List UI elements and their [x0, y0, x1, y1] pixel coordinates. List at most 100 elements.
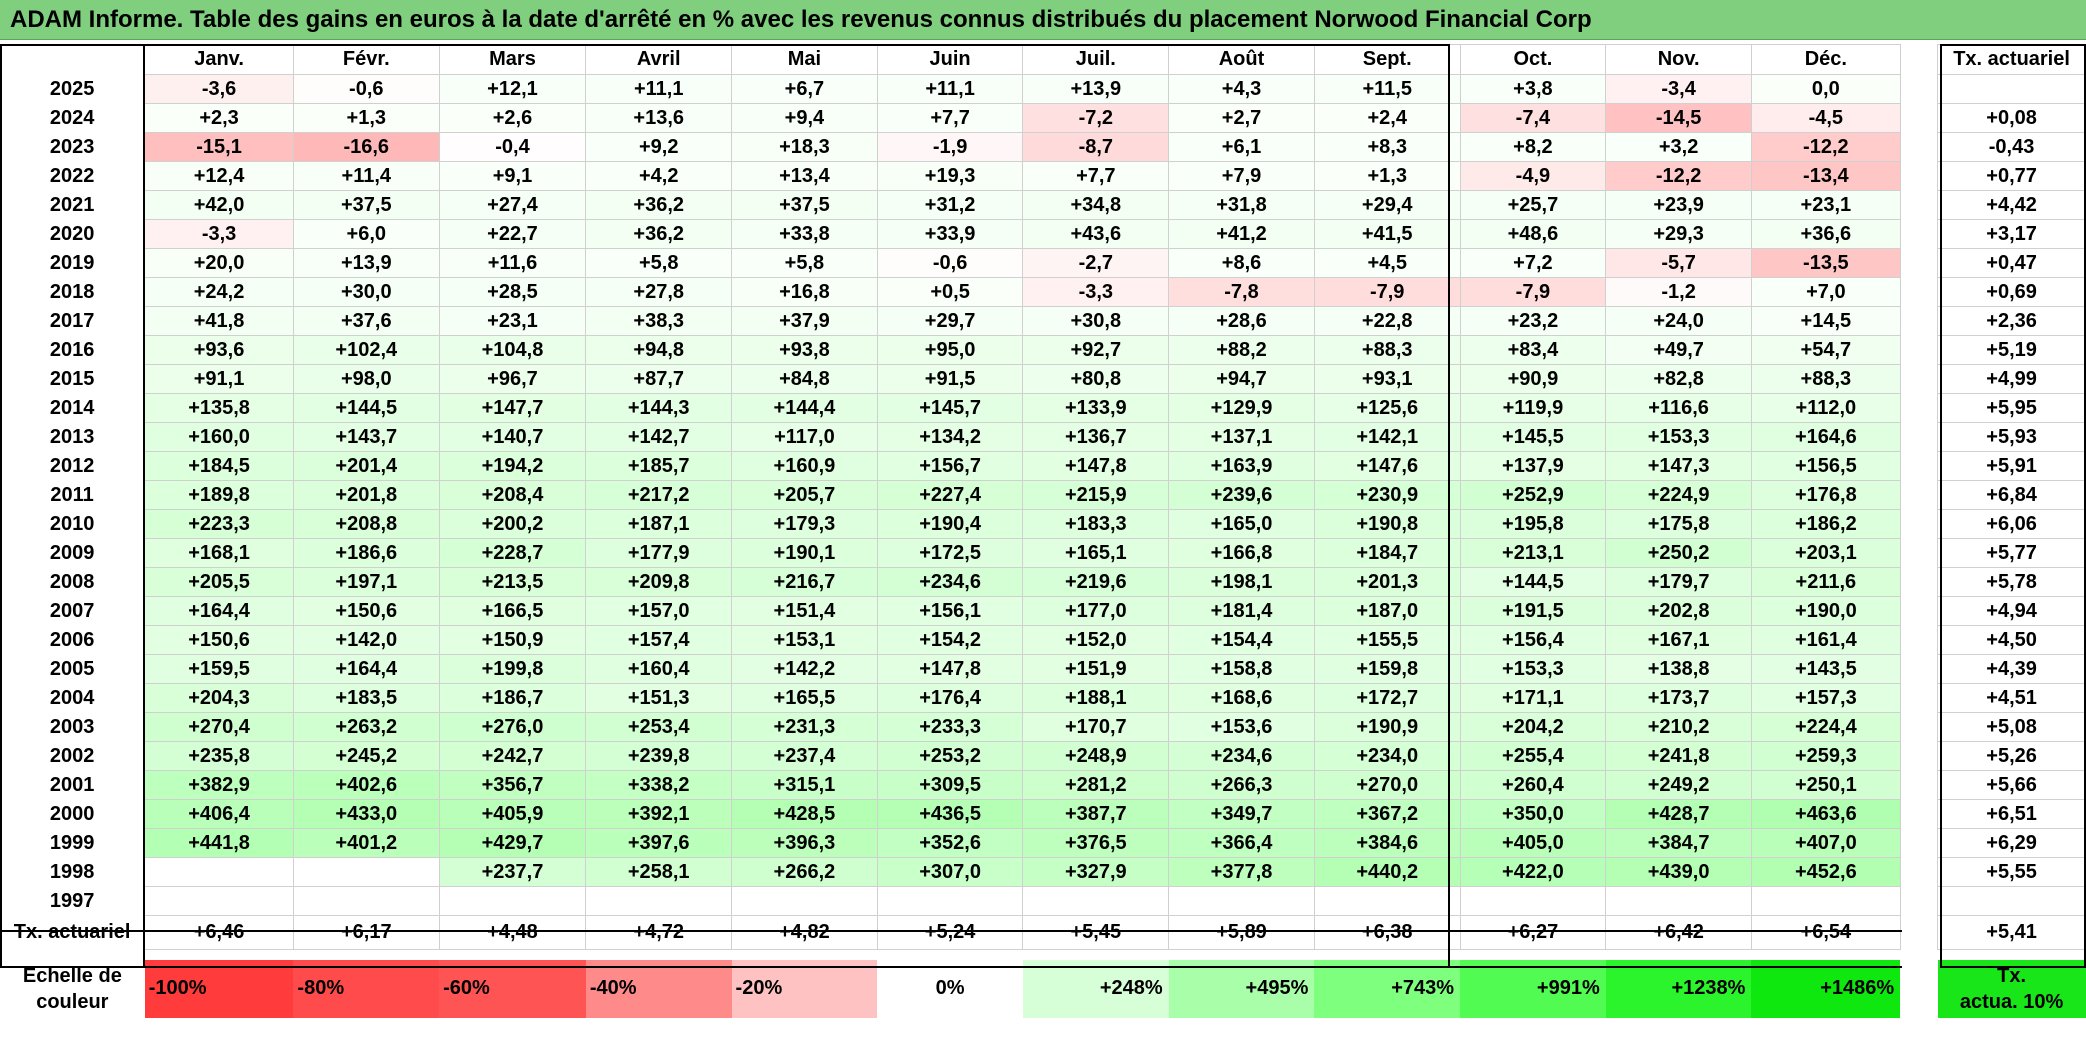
gain-cell[interactable]: +6,7 [731, 74, 878, 104]
gain-cell[interactable]: +34,8 [1022, 190, 1170, 220]
gain-cell[interactable]: +88,3 [1750, 364, 1901, 394]
rate-cell[interactable]: +6,84 [1937, 480, 2086, 510]
rate-cell[interactable] [1937, 74, 2086, 104]
gain-cell[interactable]: +82,8 [1605, 364, 1752, 394]
gain-cell[interactable]: +22,8 [1313, 306, 1461, 336]
gain-cell[interactable]: +177,0 [1022, 596, 1170, 626]
gain-cell[interactable]: +29,4 [1313, 190, 1461, 220]
gain-cell[interactable]: +37,6 [292, 306, 440, 336]
gain-cell[interactable]: +213,5 [438, 567, 587, 597]
rate-cell[interactable]: +3,17 [1937, 219, 2086, 249]
gain-cell[interactable]: +13,9 [292, 248, 440, 278]
gain-cell[interactable]: -8,7 [1022, 132, 1170, 162]
gain-cell[interactable]: +439,0 [1605, 857, 1752, 887]
gain-cell[interactable]: +22,7 [438, 219, 587, 249]
gain-cell[interactable]: +11,1 [876, 74, 1024, 104]
gain-cell[interactable]: +160,0 [144, 422, 294, 452]
gain-cell[interactable]: +170,7 [1022, 712, 1170, 742]
gain-cell[interactable]: +151,9 [1022, 654, 1170, 684]
gain-cell[interactable]: +164,6 [1750, 422, 1901, 452]
gain-cell[interactable]: +147,8 [1022, 451, 1170, 481]
gain-cell[interactable]: +422,0 [1459, 857, 1607, 887]
gain-cell[interactable]: +259,3 [1750, 741, 1901, 771]
gain-cell[interactable]: +142,7 [585, 422, 733, 452]
gain-cell[interactable]: +153,1 [731, 625, 878, 655]
gain-cell[interactable]: -15,1 [144, 132, 294, 162]
gain-cell[interactable]: +12,1 [438, 74, 587, 104]
gain-cell[interactable]: +164,4 [292, 654, 440, 684]
gain-cell[interactable]: +156,1 [876, 596, 1024, 626]
gain-cell[interactable]: +4,5 [1313, 248, 1461, 278]
gain-cell[interactable]: +138,8 [1605, 654, 1752, 684]
rate-cell[interactable]: +5,93 [1937, 422, 2086, 452]
gain-cell[interactable]: +210,2 [1605, 712, 1752, 742]
gain-cell[interactable]: +153,3 [1459, 654, 1607, 684]
gain-cell[interactable]: +405,0 [1459, 828, 1607, 858]
gain-cell[interactable]: +163,9 [1168, 451, 1315, 481]
gain-cell[interactable]: +91,5 [876, 364, 1024, 394]
gain-cell[interactable]: +144,5 [292, 393, 440, 423]
gain-cell[interactable]: +160,4 [585, 654, 733, 684]
gain-cell[interactable]: +13,9 [1022, 74, 1170, 104]
gain-cell[interactable]: +167,1 [1605, 625, 1752, 655]
gain-cell[interactable]: +135,8 [144, 393, 294, 423]
gain-cell[interactable]: +133,9 [1022, 393, 1170, 423]
gain-cell[interactable]: +117,0 [731, 422, 878, 452]
gain-cell[interactable]: +276,0 [438, 712, 587, 742]
rate-cell[interactable]: +5,66 [1937, 770, 2086, 800]
rate-cell[interactable]: +0,47 [1937, 248, 2086, 278]
rate-cell[interactable]: +6,06 [1937, 509, 2086, 539]
gain-cell[interactable]: +190,8 [1313, 509, 1461, 539]
gain-cell[interactable]: +136,7 [1022, 422, 1170, 452]
gain-cell[interactable]: +157,3 [1750, 683, 1901, 713]
gain-cell[interactable]: +91,1 [144, 364, 294, 394]
gain-cell[interactable]: -14,5 [1605, 103, 1752, 133]
gain-cell[interactable]: +429,7 [438, 828, 587, 858]
rate-cell[interactable]: +4,42 [1937, 190, 2086, 220]
gain-cell[interactable]: +200,2 [438, 509, 587, 539]
gain-cell[interactable]: -12,2 [1605, 161, 1752, 191]
gain-cell[interactable]: +382,9 [144, 770, 294, 800]
gain-cell[interactable]: +405,9 [438, 799, 587, 829]
gain-cell[interactable]: +2,4 [1313, 103, 1461, 133]
gain-cell[interactable]: +161,4 [1750, 625, 1901, 655]
gain-cell[interactable]: -16,6 [292, 132, 440, 162]
gain-cell[interactable]: +23,1 [1750, 190, 1901, 220]
gain-cell[interactable]: +191,5 [1459, 596, 1607, 626]
gain-cell[interactable]: +156,4 [1459, 625, 1607, 655]
gain-cell[interactable]: -12,2 [1750, 132, 1901, 162]
gain-cell[interactable]: +104,8 [438, 335, 587, 365]
gain-cell[interactable]: +181,4 [1168, 596, 1315, 626]
gain-cell[interactable]: +83,4 [1459, 335, 1607, 365]
gain-cell[interactable]: +205,5 [144, 567, 294, 597]
gain-cell[interactable]: +11,5 [1313, 74, 1461, 104]
rate-cell[interactable]: +0,08 [1937, 103, 2086, 133]
rate-cell[interactable]: +5,77 [1937, 538, 2086, 568]
gain-cell[interactable]: +233,3 [876, 712, 1024, 742]
gain-cell[interactable]: +184,7 [1313, 538, 1461, 568]
gain-cell[interactable]: +352,6 [876, 828, 1024, 858]
gain-cell[interactable]: +406,4 [144, 799, 294, 829]
gain-cell[interactable]: +151,3 [585, 683, 733, 713]
rate-cell[interactable]: +4,51 [1937, 683, 2086, 713]
gain-cell[interactable]: +260,4 [1459, 770, 1607, 800]
gain-cell[interactable]: +142,1 [1313, 422, 1461, 452]
gain-cell[interactable] [144, 857, 294, 887]
gain-cell[interactable]: +88,3 [1313, 335, 1461, 365]
gain-cell[interactable]: +7,9 [1168, 161, 1315, 191]
gain-cell[interactable]: +230,9 [1313, 480, 1461, 510]
gain-cell[interactable]: +338,2 [585, 770, 733, 800]
gain-cell[interactable]: -13,5 [1750, 248, 1901, 278]
gain-cell[interactable]: +189,8 [144, 480, 294, 510]
gain-cell[interactable]: +237,7 [438, 857, 587, 887]
gain-cell[interactable]: +1,3 [1313, 161, 1461, 191]
gain-cell[interactable]: +116,6 [1605, 393, 1752, 423]
gain-cell[interactable]: +147,7 [438, 393, 587, 423]
gain-cell[interactable]: +436,5 [876, 799, 1024, 829]
gain-cell[interactable]: +187,1 [585, 509, 733, 539]
gain-cell[interactable]: +208,4 [438, 480, 587, 510]
gain-cell[interactable]: +216,7 [731, 567, 878, 597]
rate-cell[interactable]: +4,39 [1937, 654, 2086, 684]
gain-cell[interactable]: +234,6 [1168, 741, 1315, 771]
footer-rate-cell[interactable]: +5,24 [876, 915, 1024, 950]
